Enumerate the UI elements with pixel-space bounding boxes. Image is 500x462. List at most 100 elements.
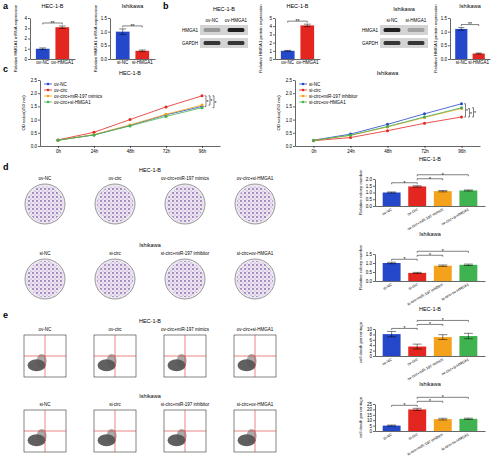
y-tick-label: 10 <box>367 327 373 332</box>
blot-band <box>408 41 425 45</box>
y-tick-mark <box>38 80 40 81</box>
legend: ov-NCov-circov-circ+miR-197 mimicsov-cir… <box>44 82 103 105</box>
y-tick: 1.0 <box>101 30 110 35</box>
x-axis-line <box>376 356 486 357</box>
y-tick: 4 <box>369 343 375 348</box>
error-bar <box>438 418 447 420</box>
quadrant-gate <box>234 335 276 377</box>
error-bar <box>464 333 473 338</box>
image-row-title: Ishikawa <box>139 242 161 248</box>
y-tick-label: 4 <box>269 24 272 29</box>
x-tick: si-circ <box>408 431 419 441</box>
y-tick: 3 <box>24 26 30 31</box>
error-bar <box>39 48 46 50</box>
marker <box>423 116 426 119</box>
image-label: ov-circ+miR-197 mimics <box>161 327 210 332</box>
y-tick-mark <box>273 51 275 52</box>
y-tick-mark <box>448 45 450 46</box>
y-tick-mark <box>108 59 110 60</box>
flow-image-row: HEC-1-Bov-NCov-circov-circ+miR-197 mimic… <box>24 318 276 377</box>
y-tick-mark <box>448 59 450 60</box>
blot-band <box>228 28 245 32</box>
image-label: si-circ <box>109 402 121 407</box>
flow-plot-frame <box>24 410 66 452</box>
significance-label: * <box>403 402 405 408</box>
bar <box>459 419 477 431</box>
y-axis-title: OD value(450 nm) <box>21 95 26 131</box>
y-tick: 5 <box>269 16 275 21</box>
blot-row-label: GAPDH <box>182 41 198 46</box>
marker <box>423 115 426 118</box>
bar <box>434 337 452 356</box>
x-axis-line <box>296 146 481 147</box>
y-tick-label: 0.0 <box>31 144 38 149</box>
x-tick-label: si-circ+miR-197 inhibitor <box>407 432 445 456</box>
legend-swatch <box>299 102 307 103</box>
y-axis: 0.00.51.01.52.02.5 <box>286 78 296 149</box>
significance-label: * <box>403 180 405 186</box>
y-tick-mark <box>108 32 110 33</box>
marker <box>423 112 426 115</box>
y-tick-mark <box>373 186 375 187</box>
y-tick: 20 <box>367 407 375 412</box>
x-tick-label: ov-circ+si-HMGA1 <box>441 358 470 377</box>
legend-item: ov-circ+miR-197 mimics <box>44 94 103 99</box>
error-bar <box>387 425 396 426</box>
x-axis: 0h24h48h72h96h <box>41 146 221 154</box>
blot-membrane <box>380 25 428 35</box>
legend-swatch <box>44 96 52 97</box>
x-tick-label: si-NC <box>383 282 393 290</box>
error-bar <box>139 50 146 52</box>
y-axis-line <box>450 19 451 60</box>
x-tick: 24h <box>91 146 99 154</box>
x-axis: si-NCsi-HMGA1 <box>111 59 156 65</box>
y-tick-mark <box>273 43 275 44</box>
x-tick-label: si-NC <box>117 60 129 65</box>
y-tick: 1.0 <box>366 261 375 266</box>
image-label: si-circ+miR-197 inhibitor <box>161 402 210 407</box>
y-tick-label: 1.5 <box>441 16 448 21</box>
chart: 0.00.51.01.52.0ov-NCov-circov-circ+miR-1… <box>358 156 486 231</box>
y-tick-label: 4 <box>369 343 372 348</box>
x-tick: ov-NC <box>36 59 50 65</box>
image-label: ov-circ+si-HMGA1 <box>237 327 274 332</box>
legend-label: si-circ+ov-HMGA1 <box>309 100 346 105</box>
error-bar <box>387 192 396 193</box>
y-tick: 2 <box>369 349 375 354</box>
y-axis: 0.00.51.01.5 <box>441 16 451 62</box>
y-tick: 0 <box>369 429 375 434</box>
significance-label: * <box>470 111 472 117</box>
bar <box>55 27 69 59</box>
y-tick: 1.0 <box>441 30 450 35</box>
y-tick-mark <box>373 193 375 194</box>
blot-row-label: GAPDH <box>362 41 378 46</box>
y-tick: 0.5 <box>366 270 375 275</box>
chart: 0.00.51.01.5si-NCsi-HMGA1IshikawaRelativ… <box>433 3 491 73</box>
y-tick: 1.5 <box>366 184 375 189</box>
marker <box>129 118 132 121</box>
x-tick-label: ov-NC <box>381 207 393 216</box>
marker <box>57 139 60 142</box>
y-tick-label: 0.0 <box>366 279 373 284</box>
chart-title: Ishikawa <box>419 381 441 387</box>
y-tick-label: 1.0 <box>366 261 373 266</box>
quadrant-gate <box>24 335 66 377</box>
x-tick: ov-circ <box>407 356 419 367</box>
y-axis-title: cell death percentage <box>358 396 363 438</box>
bar <box>135 51 149 59</box>
marker <box>312 139 315 142</box>
y-tick-mark <box>273 18 275 19</box>
lane-label: si-HMGA1 <box>406 18 427 23</box>
y-tick-mark <box>373 254 375 255</box>
blot-title: HEC-1-B <box>213 6 235 12</box>
line <box>314 104 462 140</box>
y-tick-label: 1.5 <box>101 16 108 21</box>
blot-band <box>384 28 401 32</box>
y-axis-title: Relative colony number <box>358 244 363 289</box>
marker <box>57 139 60 142</box>
legend-item: ov-NC <box>44 82 68 87</box>
y-tick: 2 <box>269 41 275 46</box>
lane-label: si-NC <box>386 18 398 23</box>
y-tick-mark <box>373 206 375 207</box>
y-axis-title: cell death percentage <box>358 321 363 363</box>
